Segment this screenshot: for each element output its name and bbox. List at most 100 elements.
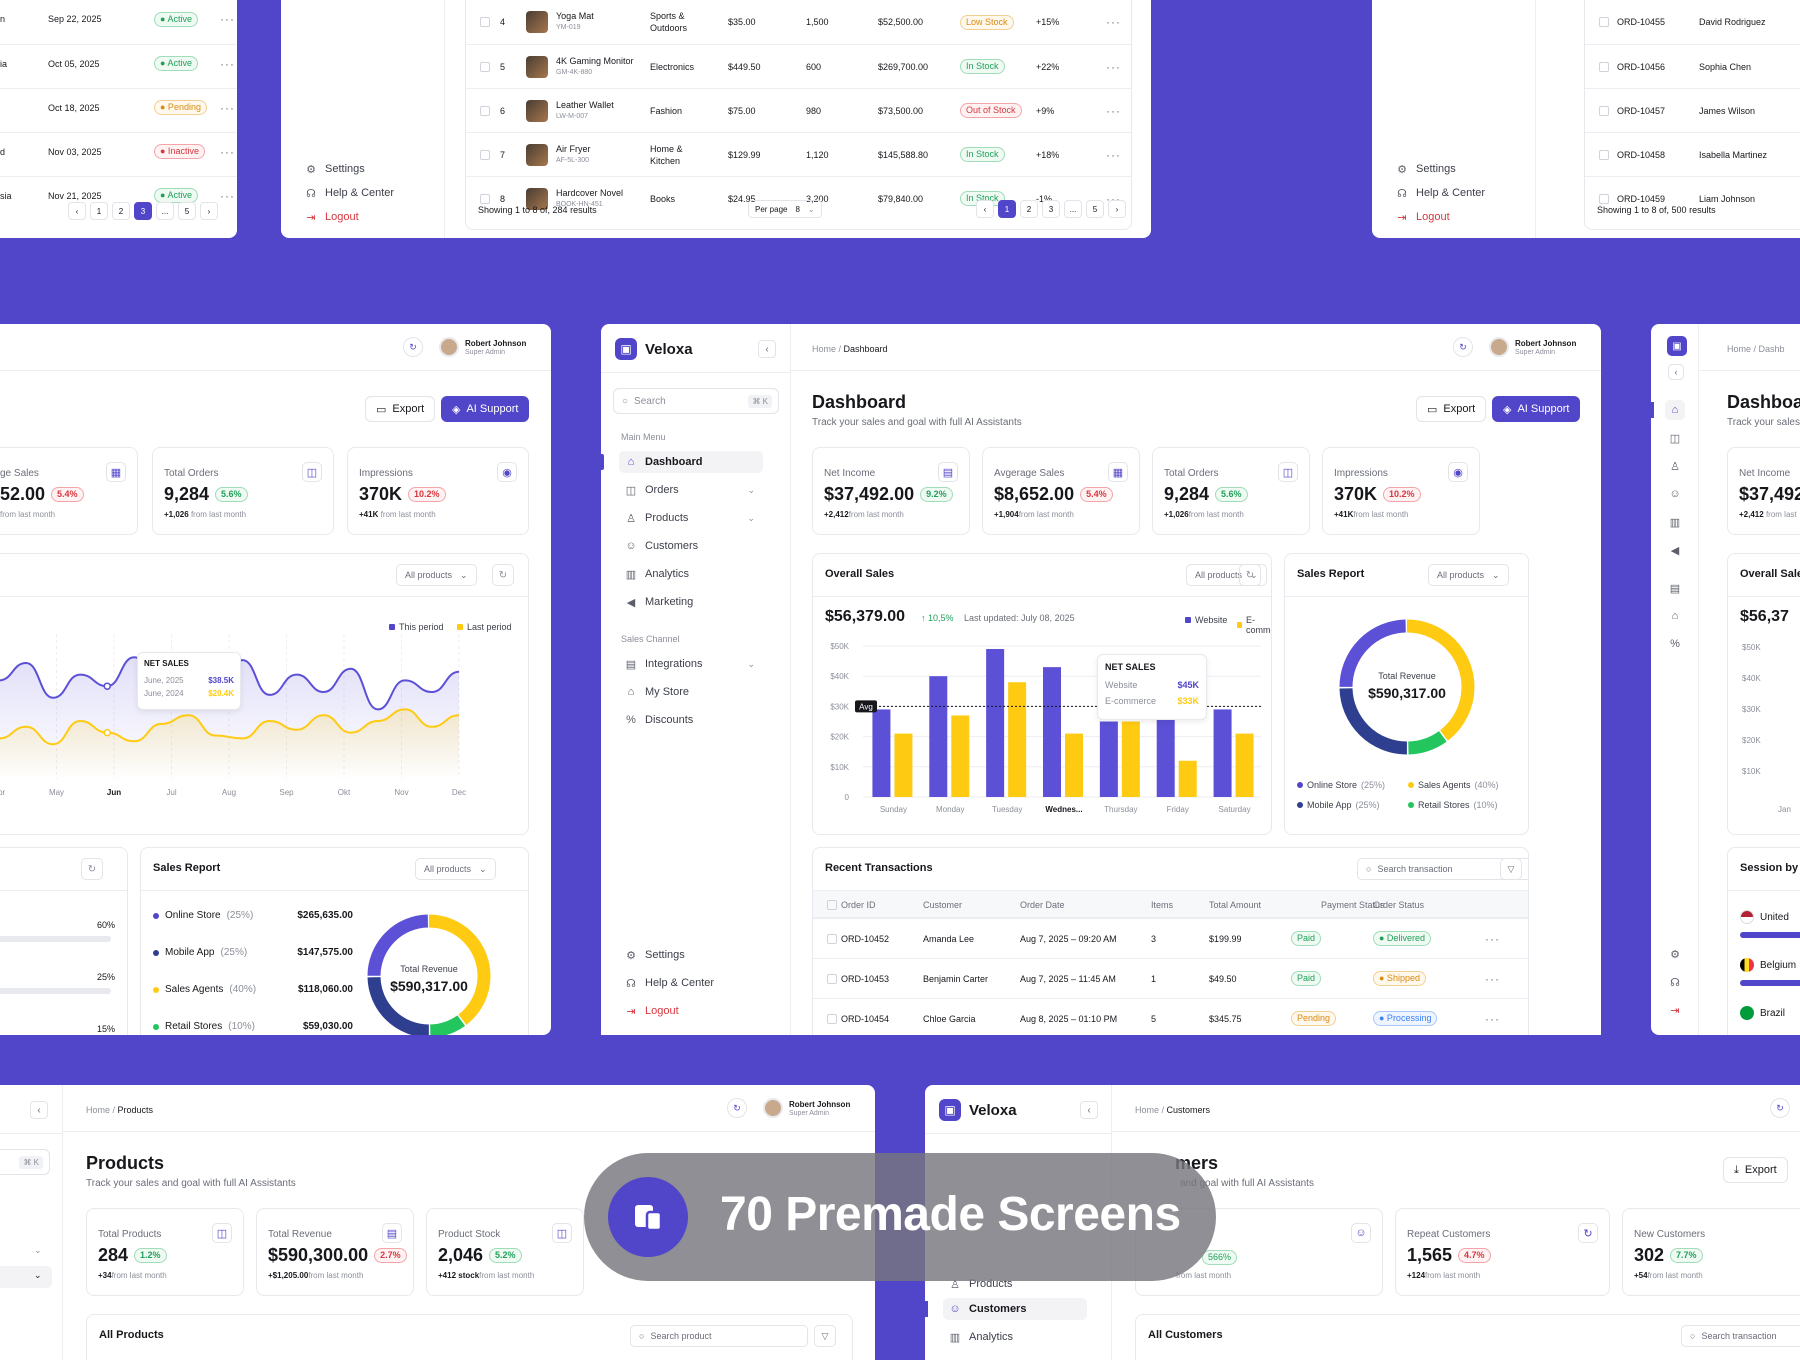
select-all-checkbox[interactable] xyxy=(827,900,837,910)
bar-ecommerce[interactable] xyxy=(894,733,913,797)
user-menu[interactable]: Robert Johnson Super Admin xyxy=(1489,337,1576,357)
logout-icon[interactable]: ⇥ xyxy=(1670,1004,1680,1017)
user-icon[interactable]: ☺ xyxy=(1669,488,1681,500)
next-page[interactable]: › xyxy=(200,202,218,220)
column-header[interactable]: Total Amount xyxy=(1209,900,1262,910)
row-checkbox[interactable] xyxy=(1599,193,1609,204)
page-1[interactable]: 1 xyxy=(998,200,1016,218)
more-icon[interactable]: ··· xyxy=(1106,59,1121,74)
column-header[interactable]: Payment Status xyxy=(1321,900,1385,910)
settings-link[interactable]: ⚙ Settings xyxy=(626,949,685,962)
row-checkbox[interactable] xyxy=(480,193,490,204)
help-link[interactable]: ☊ Help & Center xyxy=(626,977,715,990)
more-icon[interactable]: ··· xyxy=(1485,1011,1500,1026)
donut-slice-sales-agents[interactable] xyxy=(1339,619,1475,755)
breadcrumb-home[interactable]: Home xyxy=(1135,1105,1160,1115)
search-input[interactable]: ○ Search ⌘ K xyxy=(613,388,779,414)
discount-icon[interactable]: % xyxy=(1670,638,1680,650)
nav-integrations[interactable]: ▤ Integrations ⌄ xyxy=(625,658,755,671)
product-filter[interactable]: All products ⌄ xyxy=(415,858,496,880)
search-input[interactable]: ⌘ K xyxy=(0,1149,50,1175)
prev-page[interactable]: ‹ xyxy=(68,202,86,220)
logout-link[interactable]: ⇥ Logout xyxy=(626,1005,679,1018)
home-icon[interactable]: ⌂ xyxy=(1665,400,1685,420)
help-link[interactable]: ☊ Help & Center xyxy=(1397,187,1486,200)
ai-support-button[interactable]: ◈ AI Support xyxy=(441,396,530,422)
nav-analytics[interactable]: ▥ Analytics xyxy=(625,568,690,581)
next-page[interactable]: › xyxy=(1108,200,1126,218)
store-icon[interactable]: ⌂ xyxy=(1671,610,1679,622)
bar-website[interactable] xyxy=(986,649,1005,797)
row-checkbox[interactable] xyxy=(480,61,490,72)
product-filter[interactable]: All products ⌄ xyxy=(1186,564,1267,586)
bar-ecommerce[interactable] xyxy=(1121,721,1140,798)
nav-orders[interactable]: ◫ Orders ⌄ xyxy=(625,484,755,497)
series-line-last-period[interactable] xyxy=(0,708,460,746)
row-checkbox[interactable] xyxy=(1599,61,1609,72)
more-icon[interactable]: ··· xyxy=(1485,971,1500,986)
page-2[interactable]: 2 xyxy=(112,202,130,220)
search-transaction-input[interactable]: ○ Search transaction xyxy=(1357,858,1528,880)
row-checkbox[interactable] xyxy=(827,1013,837,1024)
bar-website[interactable] xyxy=(1213,709,1232,797)
per-page-select[interactable]: Per page 8 ⌄ xyxy=(748,200,822,218)
nav-marketing[interactable]: ◀ Marketing xyxy=(626,596,694,609)
refresh-icon[interactable]: ↻ xyxy=(1239,564,1261,586)
collapse-sidebar-button[interactable]: ‹ xyxy=(30,1101,48,1119)
page-5[interactable]: 5 xyxy=(1086,200,1104,218)
integrations-icon[interactable]: ▤ xyxy=(1669,582,1681,595)
bar-website[interactable] xyxy=(1099,721,1118,798)
row-checkbox[interactable] xyxy=(480,149,490,160)
column-header[interactable]: Customer xyxy=(923,900,963,910)
settings-link[interactable]: ⚙ Settings xyxy=(1397,163,1456,176)
page-2[interactable]: 2 xyxy=(1020,200,1038,218)
breadcrumb-home[interactable]: Home xyxy=(812,344,837,354)
megaphone-icon[interactable]: ◀ xyxy=(1670,544,1680,557)
search-transaction-input[interactable]: ○ Search transaction xyxy=(1681,1325,1800,1347)
help-link[interactable]: ☊ Help & Center xyxy=(306,187,395,200)
more-icon[interactable]: ··· xyxy=(220,12,235,26)
brand[interactable]: ▣ Veloxa xyxy=(615,338,693,360)
expand-sidebar-button[interactable]: ‹ xyxy=(1668,364,1684,380)
export-button[interactable]: ▭ Export xyxy=(1416,396,1487,422)
nav-products[interactable]: ♙ Products ⌄ xyxy=(626,512,755,525)
page-3[interactable]: 3 xyxy=(1042,200,1060,218)
row-checkbox[interactable] xyxy=(480,17,490,27)
data-point[interactable] xyxy=(103,682,111,690)
bar-ecommerce[interactable] xyxy=(951,715,970,797)
data-point[interactable] xyxy=(103,728,111,737)
more-icon[interactable]: ··· xyxy=(220,188,235,203)
nav-customers[interactable]: ☺ Customers xyxy=(943,1298,1087,1320)
chevron-down-icon[interactable]: ⌄ xyxy=(34,1245,42,1255)
bar-ecommerce[interactable] xyxy=(1235,733,1254,797)
row-checkbox[interactable] xyxy=(480,105,490,116)
bar-website[interactable] xyxy=(929,676,948,797)
row-checkbox[interactable] xyxy=(827,973,837,984)
nav-dashboard[interactable]: ⌂ Dashboard xyxy=(619,451,763,473)
product-filter[interactable]: All products ⌄ xyxy=(1428,564,1509,586)
more-icon[interactable]: ··· xyxy=(1106,147,1121,162)
column-header[interactable]: Items xyxy=(1151,900,1174,910)
logout-link[interactable]: ⇥ Logout xyxy=(1397,211,1450,224)
filter-icon[interactable]: ▽ xyxy=(1500,858,1522,880)
notification-icon[interactable]: ↻ xyxy=(1453,337,1473,357)
refresh-icon[interactable]: ↻ xyxy=(492,564,514,586)
bar-ecommerce[interactable] xyxy=(1178,760,1197,797)
search-product-input[interactable]: ○ Search product xyxy=(630,1325,808,1347)
donut-slice-sales-agents[interactable] xyxy=(367,914,491,1035)
bar-ecommerce[interactable] xyxy=(1065,733,1083,797)
breadcrumb-home[interactable]: Home xyxy=(86,1105,111,1115)
export-button[interactable]: ▭ Export xyxy=(365,396,436,422)
notification-icon[interactable]: ↻ xyxy=(1770,1098,1790,1118)
nav-products[interactable]: ♙ Products xyxy=(950,1278,1013,1291)
logo-icon[interactable]: ▣ xyxy=(1667,336,1687,356)
more-icon[interactable]: ··· xyxy=(1106,103,1121,118)
page-3[interactable]: 3 xyxy=(134,202,152,220)
prev-page[interactable]: ‹ xyxy=(976,200,994,218)
collapse-sidebar-button[interactable]: ‹ xyxy=(1080,1101,1098,1119)
more-icon[interactable]: ··· xyxy=(220,56,235,71)
filter-icon[interactable]: ▽ xyxy=(814,1325,836,1347)
page-1[interactable]: 1 xyxy=(90,202,108,220)
more-icon[interactable]: ··· xyxy=(220,144,235,159)
row-checkbox[interactable] xyxy=(1599,17,1609,27)
